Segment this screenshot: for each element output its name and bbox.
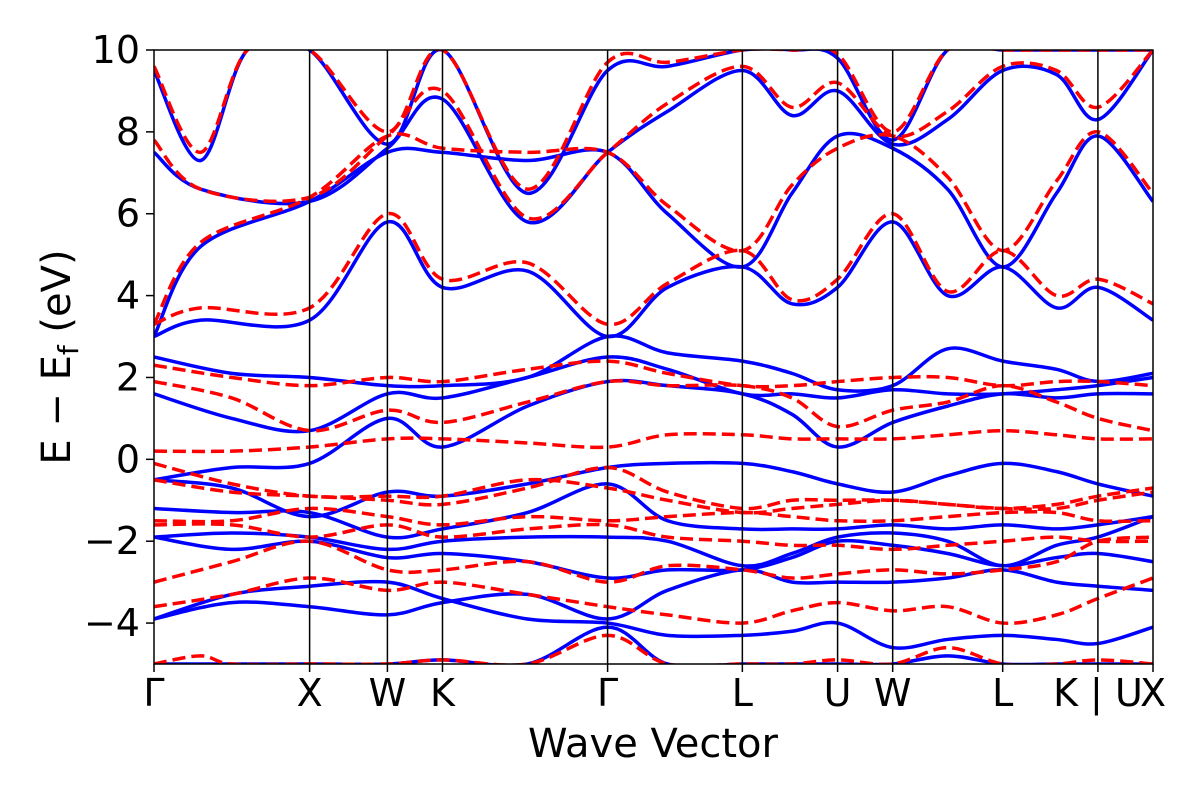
solid-band-line bbox=[154, 460, 1153, 519]
solid-band-line bbox=[154, 50, 1153, 196]
x-tick-label: K | U bbox=[1053, 671, 1143, 716]
dashed-band-line bbox=[154, 535, 1153, 584]
y-tick-label: 6 bbox=[116, 192, 140, 236]
solid-band-line bbox=[154, 568, 1153, 621]
x-tick-label: W bbox=[874, 671, 912, 715]
dashed-band-line bbox=[154, 359, 1153, 389]
y-tick-label: 8 bbox=[116, 110, 140, 154]
y-ticks: −4 −2 0 2 4 6 8 10 bbox=[84, 28, 154, 645]
x-tick-label: W bbox=[369, 671, 407, 715]
x-axis-label: Wave Vector bbox=[528, 721, 779, 767]
k-point-lines bbox=[308, 50, 1099, 664]
solid-band-line bbox=[154, 50, 1153, 225]
y-tick-label: −4 bbox=[84, 601, 140, 645]
dashed-band-line bbox=[154, 50, 1153, 221]
solid-band-line bbox=[154, 514, 1153, 568]
x-tick-label: X bbox=[1140, 671, 1166, 715]
dashed-band-line bbox=[154, 379, 1153, 433]
y-axis-label: E − Ef (eV) bbox=[34, 249, 85, 464]
y-tick-label: 10 bbox=[92, 28, 140, 72]
plot-frame bbox=[153, 49, 1154, 665]
dashed-band-line bbox=[154, 428, 1153, 454]
x-tick-label: L bbox=[732, 671, 753, 715]
bands-layer bbox=[154, 50, 1153, 664]
dashed-band-line bbox=[154, 506, 1153, 527]
y-tick-label: 0 bbox=[116, 437, 140, 481]
x-tick-label: K bbox=[430, 671, 456, 715]
dashed-band-line bbox=[154, 461, 1153, 515]
dashed-band-line bbox=[154, 465, 1153, 511]
dashed-band-line bbox=[154, 211, 1153, 327]
dashed-band-line bbox=[154, 522, 1153, 552]
solid-band-line bbox=[154, 334, 1153, 393]
y-tick-label: 4 bbox=[116, 274, 140, 318]
x-tick-label: X bbox=[297, 671, 323, 715]
y-tick-label: 2 bbox=[116, 355, 140, 399]
x-tick-label: Γ bbox=[597, 671, 618, 715]
dashed-band-line bbox=[154, 130, 1153, 326]
solid-band-line bbox=[154, 131, 1153, 338]
dashed-band-line bbox=[154, 576, 1153, 626]
solid-band-line bbox=[154, 482, 1153, 540]
x-tick-label: U bbox=[824, 671, 852, 715]
x-tick-label: Γ bbox=[143, 671, 164, 715]
y-tick-label: −2 bbox=[84, 519, 140, 563]
x-tick-label: L bbox=[992, 671, 1013, 715]
